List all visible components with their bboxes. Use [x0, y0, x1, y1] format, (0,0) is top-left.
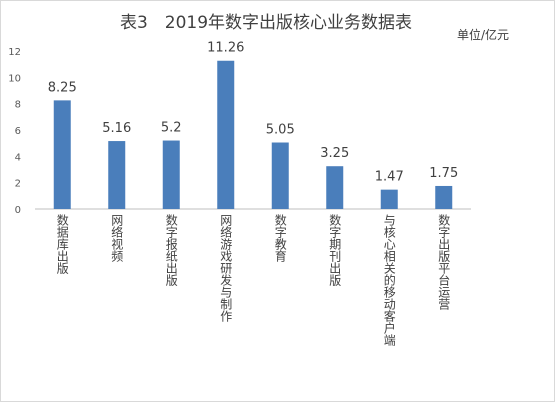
category-label: 数字教育	[273, 213, 287, 263]
y-tick-label: 6	[15, 126, 21, 137]
bar	[326, 166, 344, 209]
y-axis: 0 2 4 6 8 10 12	[8, 47, 21, 216]
bar	[380, 189, 398, 209]
bars-group	[53, 60, 453, 209]
y-tick-label: 10	[8, 73, 21, 84]
unit-label: 单位/亿元	[457, 27, 509, 42]
bar	[435, 185, 453, 209]
category-label: 数字期刊出版	[328, 213, 342, 287]
category-label: 数字出版平台运营	[437, 213, 451, 311]
data-label: 5.2	[161, 121, 182, 136]
category-label: 数据库出版	[55, 213, 69, 275]
bar	[108, 141, 126, 209]
category-label: 与核心相关的移动客户端	[382, 214, 396, 347]
data-label: 1.47	[375, 170, 404, 185]
data-label: 3.25	[320, 146, 349, 161]
bar	[271, 142, 289, 209]
data-label: 11.26	[207, 41, 244, 56]
bar	[53, 100, 71, 209]
y-tick-label: 2	[15, 179, 21, 190]
data-label: 5.05	[266, 123, 295, 138]
y-tick-label: 12	[8, 47, 21, 58]
y-tick-label: 8	[15, 100, 21, 111]
category-labels-group: 数据库出版 网络视频 数字报纸出版 网络游戏研发与制作 数字教育 数字期刊出版 与核心相关的…	[55, 213, 451, 347]
y-tick-label: 0	[15, 205, 21, 216]
category-label: 网络视频	[110, 214, 124, 263]
category-label: 数字报纸出版	[164, 213, 178, 287]
data-label: 5.16	[102, 121, 131, 136]
bar	[217, 60, 235, 209]
category-label: 网络游戏研发与制作	[219, 214, 233, 322]
data-labels-group: 8.25 5.16 5.2 11.26 5.05 3.25 1.47 1.75	[48, 41, 458, 185]
chart-title: 表3 2019年数字出版核心业务数据表	[120, 13, 412, 33]
data-label: 1.75	[429, 166, 458, 181]
data-label: 8.25	[48, 80, 77, 95]
y-tick-label: 4	[15, 152, 21, 163]
bar	[162, 140, 180, 209]
